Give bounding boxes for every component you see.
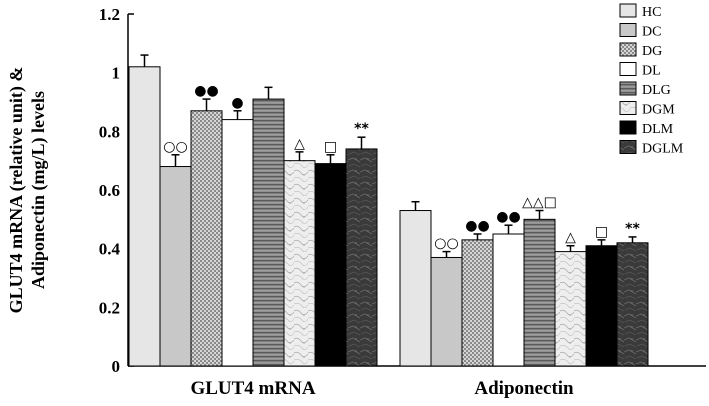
bars: ○○●●●△ □**GLUT4 mRNA○○●●●●△△□△ □ **Adiponec… bbox=[128, 54, 649, 399]
significance-mark: ** bbox=[625, 221, 640, 237]
significance-mark: ●● bbox=[194, 83, 218, 99]
bar bbox=[430, 256, 463, 367]
y-axis-label-line: Adiponectin (mg/L) levels bbox=[28, 91, 49, 289]
significance-mark: △△□ bbox=[522, 195, 557, 211]
y-axis-label: GLUT4 mRNA (relative unit) & Adiponectin … bbox=[6, 67, 49, 314]
significance-mark: ○○ bbox=[434, 236, 458, 252]
legend-label: DLM bbox=[642, 122, 674, 137]
bar bbox=[159, 166, 192, 367]
y-tick-label: 1.2 bbox=[99, 5, 120, 24]
bar bbox=[461, 239, 494, 367]
legend-swatch bbox=[619, 62, 637, 76]
bar bbox=[399, 210, 432, 367]
significance-mark: ○○ bbox=[163, 139, 187, 155]
y-tick-label: 0.8 bbox=[99, 122, 120, 141]
bar bbox=[252, 98, 285, 367]
legend-label: DGM bbox=[642, 103, 675, 118]
legend-swatch bbox=[619, 42, 637, 57]
legend-label: DGLM bbox=[642, 142, 684, 157]
y-tick-label: 0.6 bbox=[99, 181, 120, 200]
legend-label: DG bbox=[642, 44, 662, 59]
legend-label: HC bbox=[642, 5, 661, 20]
significance-mark: ● bbox=[231, 95, 243, 111]
legend-swatch bbox=[619, 101, 637, 115]
legend-swatch bbox=[619, 81, 637, 96]
x-category-label: Adiponectin bbox=[474, 378, 574, 399]
legend-swatch bbox=[619, 140, 637, 154]
legend-swatch bbox=[619, 23, 637, 37]
bar bbox=[523, 218, 556, 367]
y-tick-label: 0.2 bbox=[99, 298, 120, 317]
significance-mark: ●● bbox=[465, 218, 489, 234]
y-tick-label: 0.4 bbox=[99, 240, 121, 259]
legend-label: DC bbox=[642, 25, 661, 40]
significance-mark: △ bbox=[565, 230, 576, 246]
significance-mark: ●● bbox=[496, 209, 520, 225]
bar bbox=[492, 233, 525, 367]
legend: HC DC DG DL DLG DGM DLM DGLM bbox=[619, 3, 684, 157]
bar bbox=[314, 163, 347, 367]
bar bbox=[345, 148, 378, 367]
bar bbox=[190, 110, 223, 367]
significance-mark: □ bbox=[324, 139, 337, 155]
legend-swatch bbox=[619, 3, 637, 18]
legend-label: DL bbox=[642, 64, 661, 79]
legend-label: DLG bbox=[642, 83, 671, 98]
y-tick-label: 1 bbox=[112, 64, 121, 83]
x-category-label: GLUT4 mRNA bbox=[190, 378, 315, 399]
significance-mark: △ bbox=[294, 136, 305, 152]
bar bbox=[128, 66, 161, 367]
bar bbox=[616, 242, 649, 367]
bar bbox=[283, 160, 316, 367]
significance-mark: ** bbox=[354, 121, 369, 137]
legend-swatch bbox=[619, 120, 637, 135]
bar bbox=[585, 245, 618, 367]
bar bbox=[221, 119, 254, 367]
bar bbox=[554, 251, 587, 367]
y-tick-label: 0 bbox=[112, 357, 121, 376]
significance-mark: □ bbox=[595, 224, 608, 240]
y-axis-label-line: GLUT4 mRNA (relative unit) & bbox=[6, 67, 27, 314]
